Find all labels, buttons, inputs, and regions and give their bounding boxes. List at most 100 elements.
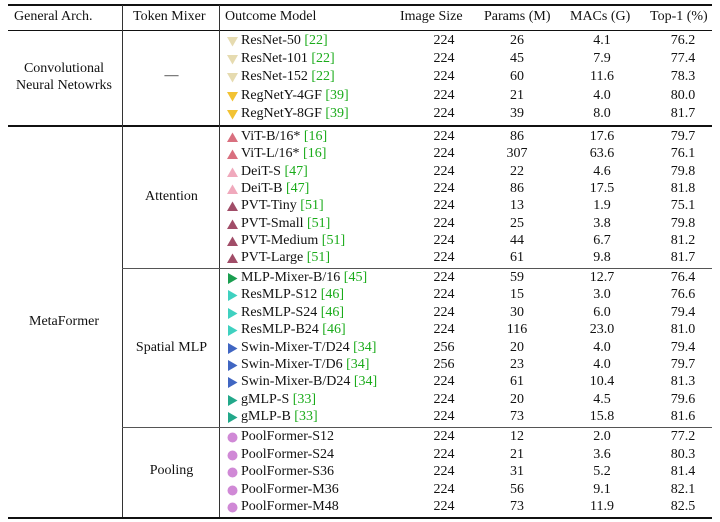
- citation-link[interactable]: [16]: [303, 129, 328, 144]
- marker-tri-right-icon: [228, 290, 238, 302]
- image-size-cell: 224: [433, 322, 455, 338]
- citation-link[interactable]: [51]: [306, 250, 331, 266]
- model-name: PVT-Large: [241, 250, 304, 266]
- citation-link[interactable]: [46]: [320, 287, 345, 303]
- group-pooling: Pooling: [149, 463, 194, 478]
- header-rule: [8, 30, 712, 31]
- citation-link[interactable]: [39]: [325, 105, 349, 121]
- table-row: DeiT-B [47] 224 86 17.5 81.8: [0, 180, 720, 198]
- table-row: RegNetY-4GF [39] 224 21 4.0 80.0: [0, 87, 720, 105]
- citation-link[interactable]: [46]: [320, 304, 345, 320]
- header-top1: Top-1 (%): [650, 9, 708, 24]
- model-name: Swin-Mixer-T/D6: [241, 357, 343, 372]
- marker-circle-icon: [227, 467, 238, 478]
- citation-link[interactable]: [51]: [300, 198, 324, 214]
- top1-cell: 79.6: [670, 391, 696, 407]
- image-size-cell: 224: [433, 464, 455, 480]
- table-row: PVT-Tiny [51] 224 13 1.9 75.1: [0, 197, 720, 215]
- macs-cell: 3.0: [593, 287, 611, 303]
- top1-cell: 79.8: [670, 163, 696, 179]
- top1-cell: 81.2: [670, 232, 696, 248]
- col-divider-2: [219, 5, 220, 517]
- table-row: ResNet-152 [22] 224 60 11.6 78.3: [0, 68, 720, 86]
- citation-link[interactable]: [47]: [285, 180, 310, 196]
- image-size-cell: 224: [433, 409, 455, 425]
- top1-cell: 82.5: [670, 499, 696, 515]
- top1-cell: 76.6: [670, 287, 696, 303]
- macs-cell: 12.7: [589, 270, 615, 285]
- macs-cell: 2.0: [593, 429, 611, 444]
- table-row: PoolFormer-S36 224 31 5.2 81.4: [0, 463, 720, 481]
- citation-link[interactable]: [22]: [304, 33, 328, 48]
- macs-cell: 3.6: [593, 446, 611, 462]
- citation-link[interactable]: [51]: [321, 232, 346, 248]
- marker-tri-right-icon: [228, 412, 238, 424]
- table-row: PoolFormer-S24 224 21 3.6 80.3: [0, 446, 720, 464]
- macs-cell: 11.9: [590, 499, 614, 515]
- citation-link[interactable]: [46]: [322, 322, 346, 338]
- model-name: Swin-Mixer-B/D24: [241, 374, 351, 390]
- image-size-cell: 224: [433, 250, 455, 266]
- marker-tri-up-icon: [227, 132, 238, 142]
- top1-cell: 78.3: [670, 69, 696, 85]
- citation-link[interactable]: [22]: [311, 51, 335, 67]
- citation-link[interactable]: [34]: [353, 374, 378, 390]
- model-name: RegNetY-8GF: [241, 105, 322, 121]
- top1-cell: 80.3: [670, 446, 696, 462]
- image-size-cell: 256: [433, 339, 455, 355]
- model-name: ViT-L/16*: [241, 146, 300, 162]
- top1-cell: 75.1: [670, 198, 696, 214]
- citation-link[interactable]: [47]: [284, 163, 308, 179]
- top1-cell: 79.8: [670, 215, 696, 231]
- citation-link[interactable]: [51]: [307, 215, 331, 231]
- image-size-cell: 224: [433, 429, 455, 444]
- top1-cell: 76.2: [670, 33, 696, 48]
- marker-circle-icon: [227, 432, 238, 443]
- params-cell: 61: [510, 250, 524, 266]
- model-name: MLP-Mixer-B/16: [241, 270, 341, 285]
- citation-link[interactable]: [39]: [325, 87, 349, 103]
- params-cell: 73: [510, 499, 524, 515]
- marker-tri-right-icon: [228, 273, 238, 284]
- table-row: Swin-Mixer-B/D24 [34] 224 61 10.4 81.3: [0, 373, 720, 391]
- marker-tri-right-icon: [228, 342, 238, 354]
- top1-cell: 77.4: [670, 51, 696, 67]
- citation-link[interactable]: [22]: [311, 69, 335, 85]
- model-name: ResNet-101: [241, 51, 308, 67]
- citation-link[interactable]: [45]: [343, 270, 368, 285]
- macs-cell: 15.8: [589, 409, 615, 425]
- citation-link[interactable]: [33]: [294, 409, 318, 425]
- macs-cell: 4.5: [593, 391, 611, 407]
- citation-link[interactable]: [16]: [303, 146, 327, 162]
- model-name: DeiT-S: [241, 163, 281, 179]
- image-size-cell: 224: [433, 146, 455, 162]
- image-size-cell: 224: [433, 481, 455, 497]
- table-row: ResNet-101 [22] 224 45 7.9 77.4: [0, 50, 720, 68]
- model-name: ResMLP-B24: [241, 322, 319, 338]
- top1-cell: 79.7: [670, 129, 696, 144]
- top1-cell: 80.0: [670, 87, 696, 103]
- marker-tri-right-icon: [228, 360, 238, 371]
- table-row: PVT-Small [51] 224 25 3.8 79.8: [0, 215, 720, 233]
- header-macs: MACs (G): [570, 9, 631, 24]
- marker-tri-up-icon: [227, 253, 238, 264]
- marker-tri-down-icon: [227, 37, 238, 47]
- params-cell: 59: [510, 270, 524, 285]
- image-size-cell: 224: [433, 129, 455, 144]
- citation-link[interactable]: [34]: [346, 357, 370, 372]
- top-rule: [8, 4, 712, 6]
- params-cell: 20: [510, 339, 524, 355]
- citation-link[interactable]: [33]: [292, 391, 317, 407]
- group-metaformer: MetaFormer: [29, 314, 99, 329]
- model-name: PoolFormer-M36: [241, 481, 339, 497]
- model-name: PoolFormer-S24: [241, 446, 335, 462]
- image-size-cell: 224: [433, 446, 455, 462]
- table-row: PVT-Large [51] 224 61 9.8 81.7: [0, 249, 720, 267]
- citation-link[interactable]: [34]: [353, 339, 377, 355]
- macs-cell: 6.7: [593, 232, 611, 248]
- image-size-cell: 224: [433, 499, 455, 515]
- image-size-cell: 224: [433, 270, 455, 285]
- model-name: RegNetY-4GF: [241, 87, 322, 103]
- header-token-mixer: Token Mixer: [133, 9, 206, 24]
- model-name: PVT-Small: [241, 215, 304, 231]
